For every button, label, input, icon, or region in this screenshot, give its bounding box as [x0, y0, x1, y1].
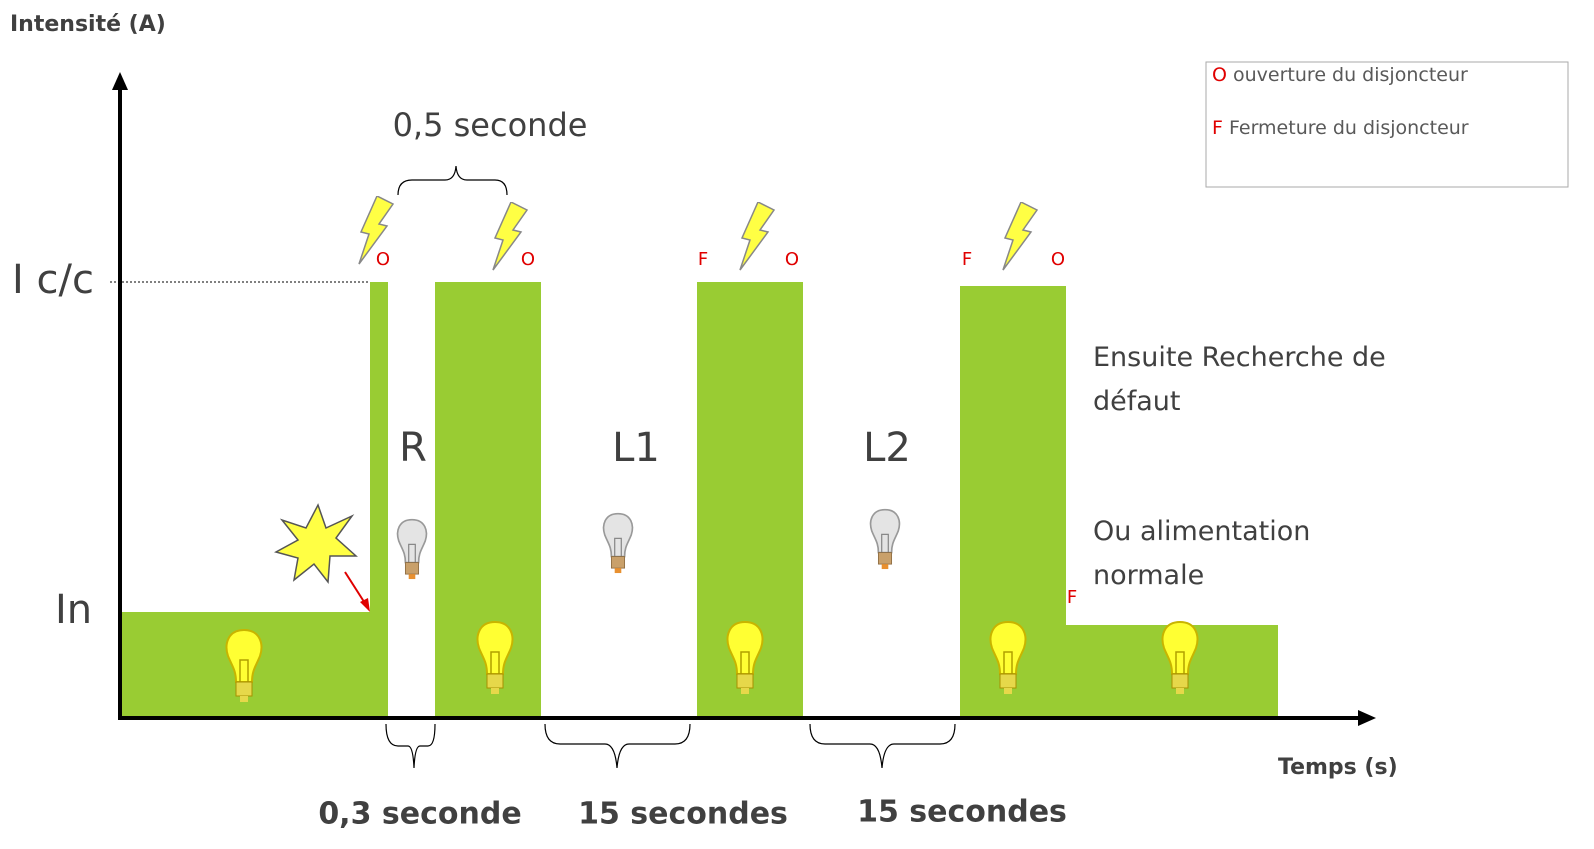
duration: 15 secondes: [857, 795, 1067, 830]
y-label: Intensité (A): [10, 12, 166, 37]
marker: O: [521, 249, 535, 270]
page: Intensité (A) Temps (s) I c/c In O O F O…: [0, 0, 1594, 849]
note: Ou alimentation normale: [1093, 510, 1423, 598]
brace: [545, 724, 690, 768]
bulb-off: [398, 520, 427, 579]
marker: F: [962, 249, 972, 270]
duration: 0,5 seconde: [393, 106, 588, 144]
brace: [386, 724, 435, 768]
area: [370, 282, 388, 718]
diagram: Intensité (A) Temps (s) I c/c In O O F O…: [0, 0, 1594, 849]
legend-symbol: O: [1212, 64, 1227, 86]
duration: 15 secondes: [578, 797, 788, 832]
lightning: [740, 202, 774, 270]
marker: F: [1067, 587, 1077, 608]
fault-arrow-head: [360, 598, 370, 612]
brace: [810, 724, 955, 768]
marker: O: [785, 249, 799, 270]
level-label: I c/c: [12, 257, 94, 303]
phase: L1: [612, 425, 660, 471]
phase: R: [399, 425, 427, 471]
phase: L2: [863, 425, 911, 471]
y-arrow: [112, 72, 128, 90]
fault-burst: [276, 505, 356, 582]
duration: 0,3 seconde: [318, 797, 521, 832]
legend-text: ouverture du disjoncteur: [1233, 64, 1468, 86]
brace: [398, 166, 507, 195]
legend-item: F Fermeture du disjoncteur: [1212, 117, 1469, 139]
bulb-off: [604, 514, 633, 573]
marker: F: [698, 249, 708, 270]
x-arrow: [1358, 710, 1376, 726]
legend-item: O ouverture du disjoncteur: [1212, 64, 1468, 86]
legend-text: Fermeture du disjoncteur: [1229, 117, 1469, 139]
level-label: In: [55, 587, 92, 633]
marker: O: [1051, 249, 1065, 270]
bulb-off: [871, 510, 900, 569]
x-label: Temps (s): [1278, 755, 1398, 780]
note: Ensuite Recherche de défaut: [1093, 336, 1423, 424]
lightning: [1003, 202, 1037, 270]
legend-symbol: F: [1212, 117, 1223, 139]
marker: O: [376, 249, 390, 270]
